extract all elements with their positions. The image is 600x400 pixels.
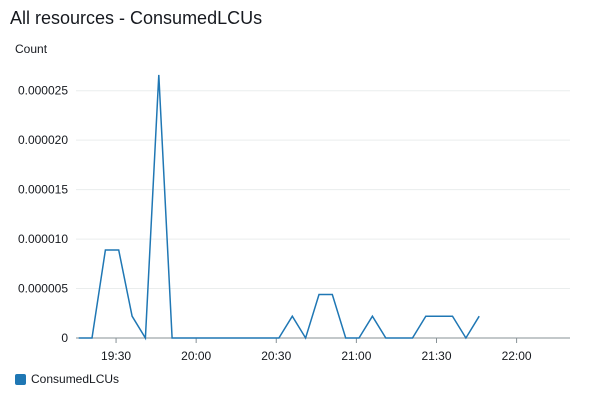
- series-line-ConsumedLCUs[interactable]: [78, 74, 480, 341]
- series-lines: [78, 74, 480, 341]
- legend-label: ConsumedLCUs: [31, 372, 120, 386]
- y-axis-label: Count: [15, 42, 48, 56]
- y-tick-label: 0.000015: [18, 183, 68, 197]
- x-tick-label: 21:00: [341, 349, 371, 363]
- y-tick-label: 0.000025: [18, 84, 68, 98]
- legend-swatch: [15, 373, 26, 385]
- legend[interactable]: ConsumedLCUs: [15, 372, 119, 386]
- x-tick-label: 20:00: [181, 349, 211, 363]
- y-tick-label: 0.000010: [18, 232, 68, 246]
- chart-title: All resources - ConsumedLCUs: [10, 8, 263, 28]
- x-tick-label: 19:30: [101, 349, 131, 363]
- y-tick-label: 0: [61, 331, 68, 345]
- gridlines: [76, 90, 570, 290]
- x-axis: 19:30 20:00 20:30 21:00 21:30 22:00: [76, 337, 570, 363]
- y-tick-label: 0.000020: [18, 133, 68, 147]
- x-tick-label: 22:00: [502, 349, 532, 363]
- y-tick-label: 0.000005: [18, 282, 68, 296]
- x-tick-label: 20:30: [261, 349, 291, 363]
- y-axis-ticks: 0 0.000005 0.000010 0.000015 0.000020 0.00002…: [18, 84, 68, 345]
- x-tick-label: 21:30: [421, 349, 451, 363]
